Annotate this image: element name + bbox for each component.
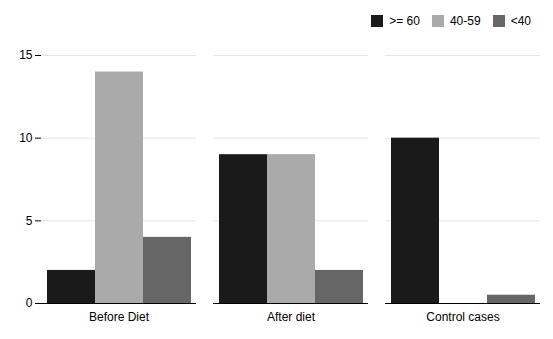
html-text:40-59: 40-59: [449, 13, 481, 28]
svg-text:15: 15: [19, 48, 33, 62]
svg-text:10: 10: [19, 131, 33, 145]
html-text:>= 60: >= 60: [389, 13, 420, 28]
svg-text:Before Diet: Before Diet: [89, 310, 150, 324]
svg-text:After diet: After diet: [267, 310, 316, 324]
svg-text:0: 0: [26, 296, 33, 310]
html-text:<40: <40: [510, 13, 531, 28]
svg-text:5: 5: [26, 214, 33, 228]
svg-text:Control cases: Control cases: [426, 310, 499, 324]
